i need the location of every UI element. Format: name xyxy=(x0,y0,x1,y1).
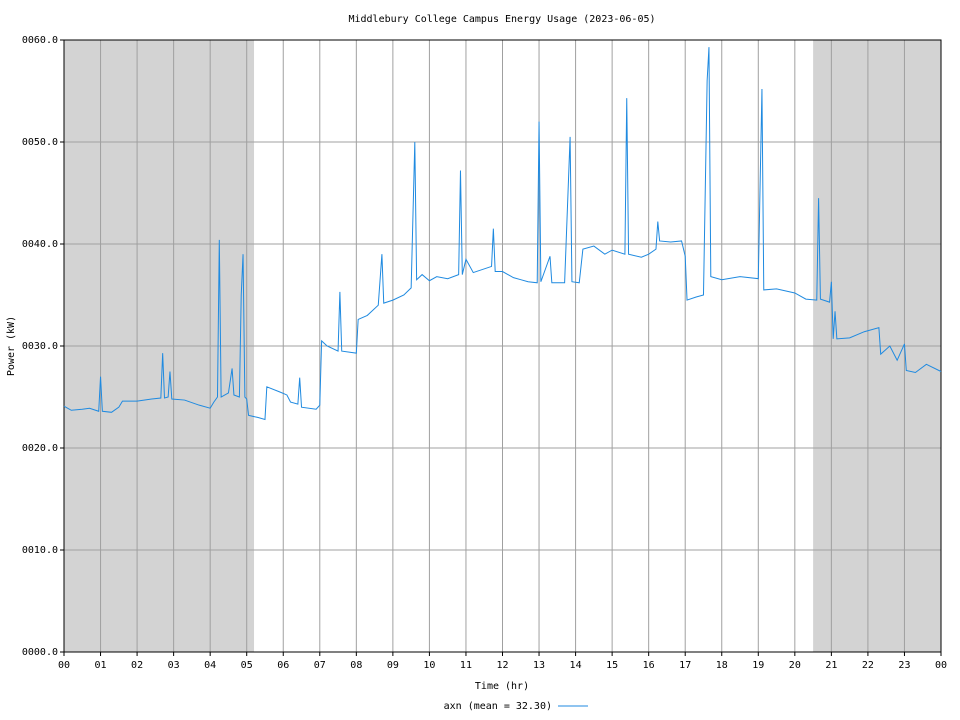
x-tick-label: 00 xyxy=(58,660,70,671)
y-axis-label: Power (kW) xyxy=(6,316,17,376)
y-tick-label: 0040.0 xyxy=(22,239,58,250)
plot-area: 0000.0 0010.0 0020.0 0030.0 0040.0 0050.0 0060… xyxy=(22,35,947,671)
x-tick-label: 11 xyxy=(460,660,472,671)
x-tick-label: 15 xyxy=(606,660,618,671)
x-tick-label: 10 xyxy=(423,660,435,671)
plot-frame xyxy=(63,39,942,653)
data-line xyxy=(63,47,942,421)
x-axis-label: Time (hr) xyxy=(475,681,529,692)
x-tick-label: 21 xyxy=(825,660,837,671)
x-tick-label: 16 xyxy=(643,660,655,671)
x-tick-label: 05 xyxy=(241,660,253,671)
x-tick-label: 23 xyxy=(898,660,910,671)
chart-title: Middlebury College Campus Energy Usage (… xyxy=(348,14,655,25)
legend-label: axn (mean = 32.30) xyxy=(444,701,552,712)
x-tick-label: 03 xyxy=(168,660,180,671)
x-tick-label: 00 xyxy=(935,660,947,671)
x-tick-label: 19 xyxy=(752,660,764,671)
x-tick-label: 12 xyxy=(496,660,508,671)
y-tick-label: 0050.0 xyxy=(22,137,58,148)
x-tick-label: 14 xyxy=(570,660,582,671)
y-tick-label: 0020.0 xyxy=(22,443,58,454)
x-tick-label: 08 xyxy=(350,660,362,671)
x-tick-label: 07 xyxy=(314,660,326,671)
y-tick-label: 0060.0 xyxy=(22,35,58,46)
x-tick-label: 17 xyxy=(679,660,691,671)
x-tick-label: 22 xyxy=(862,660,874,671)
x-tick-label: 20 xyxy=(789,660,801,671)
y-tick-label: 0010.0 xyxy=(22,545,58,556)
y-tick-label: 0030.0 xyxy=(22,341,58,352)
x-tick-label: 06 xyxy=(277,660,289,671)
x-tick-label: 09 xyxy=(387,660,399,671)
x-tick-label: 18 xyxy=(716,660,728,671)
y-tick-label: 0000.0 xyxy=(22,647,58,658)
x-tick-label: 13 xyxy=(533,660,545,671)
x-tick-label: 04 xyxy=(204,660,216,671)
x-tick-label: 02 xyxy=(131,660,143,671)
x-tick-label: 01 xyxy=(95,660,107,671)
